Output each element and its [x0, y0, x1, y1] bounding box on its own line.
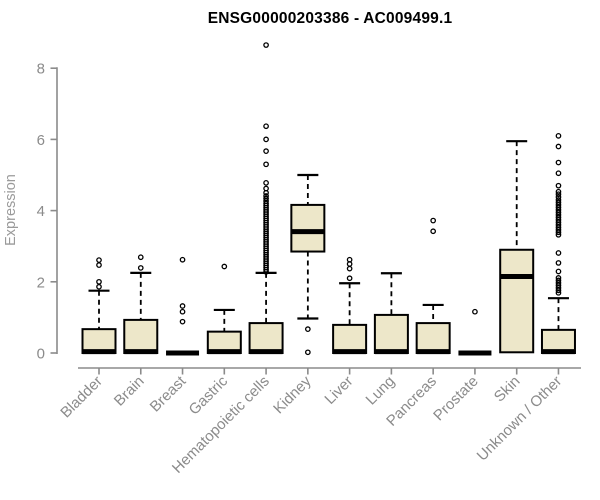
box-lung — [373, 313, 409, 354]
outlier-point-hematopoietic-cells — [263, 123, 269, 130]
outlier-point-hematopoietic-cells — [263, 193, 269, 199]
outlier-point-pancreas — [430, 217, 437, 224]
x-tick-label-prostate: Prostate — [430, 373, 482, 425]
outlier-point-hematopoietic-cells — [263, 195, 269, 202]
outlier-point-unknown-other — [555, 277, 562, 284]
outlier-point-hematopoietic-cells — [263, 161, 269, 168]
collapsed-box-prostate — [458, 350, 492, 356]
outlier-point-gastric — [221, 263, 228, 270]
outlier-point-unknown-other — [555, 188, 562, 195]
outlier-point-unknown-other — [555, 182, 562, 189]
outlier-point-unknown-other — [555, 275, 562, 281]
outlier-point-brain — [137, 254, 144, 261]
outlier-point-kidney — [304, 349, 311, 356]
outlier-point-hematopoietic-cells — [263, 148, 269, 154]
outlier-point-brain — [137, 265, 144, 271]
x-tick-label-lung: Lung — [363, 373, 399, 409]
outlier-point-unknown-other — [555, 132, 562, 139]
outlier-point-kidney — [304, 326, 311, 332]
outlier-point-liver — [346, 256, 353, 263]
outlier-point-unknown-other — [555, 170, 562, 177]
outlier-point-hematopoietic-cells — [263, 179, 269, 186]
outlier-point-bladder — [96, 278, 102, 285]
collapsed-box-breast — [166, 350, 200, 356]
box-liver — [332, 323, 368, 355]
outlier-point-liver — [346, 265, 353, 272]
x-tick-label-kidney: Kidney — [270, 372, 315, 417]
y-tick-label: 2 — [37, 274, 45, 291]
x-tick-label-bladder: Bladder — [57, 373, 106, 422]
outlier-point-unknown-other — [555, 194, 562, 200]
outlier-point-breast — [179, 303, 186, 309]
outlier-point-unknown-other — [555, 250, 562, 256]
outlier-point-unknown-other — [555, 268, 562, 275]
chart-title: ENSG00000203386 - AC009499.1 — [208, 10, 453, 27]
outlier-point-hematopoietic-cells — [263, 42, 269, 48]
outlier-point-bladder — [96, 283, 102, 290]
x-tick-label-breast: Breast — [147, 372, 190, 415]
y-tick-label: 4 — [37, 203, 45, 220]
outlier-point-unknown-other — [555, 159, 562, 166]
outlier-point-hematopoietic-cells — [263, 185, 269, 192]
outlier-point-hematopoietic-cells — [263, 136, 269, 143]
y-axis-label: Expression — [3, 174, 19, 246]
outlier-point-prostate — [472, 308, 478, 315]
outlier-point-liver — [346, 275, 353, 282]
outlier-point-unknown-other — [555, 199, 562, 206]
outlier-point-breast — [179, 256, 186, 263]
x-tick-label-skin: Skin — [491, 373, 524, 406]
y-tick-label: 8 — [37, 61, 45, 78]
outlier-point-unknown-other — [555, 260, 562, 266]
outlier-point-breast — [179, 308, 186, 315]
outlier-point-unknown-other — [555, 197, 562, 203]
outlier-point-unknown-other — [555, 143, 562, 150]
outlier-point-unknown-other — [555, 191, 562, 198]
box-kidney — [290, 203, 326, 253]
box-brain — [123, 318, 159, 354]
x-tick-label-brain: Brain — [111, 373, 148, 410]
outlier-point-breast — [179, 318, 186, 325]
y-tick-label: 6 — [37, 132, 45, 149]
outlier-point-bladder — [96, 262, 102, 268]
outlier-point-pancreas — [430, 228, 437, 235]
box-pancreas — [415, 322, 451, 355]
outlier-point-bladder — [96, 257, 102, 263]
box-hematopoietic-cells — [248, 322, 284, 355]
y-tick-label: 0 — [37, 346, 45, 363]
box-skin — [499, 248, 535, 354]
x-tick-label-liver: Liver — [321, 373, 356, 408]
